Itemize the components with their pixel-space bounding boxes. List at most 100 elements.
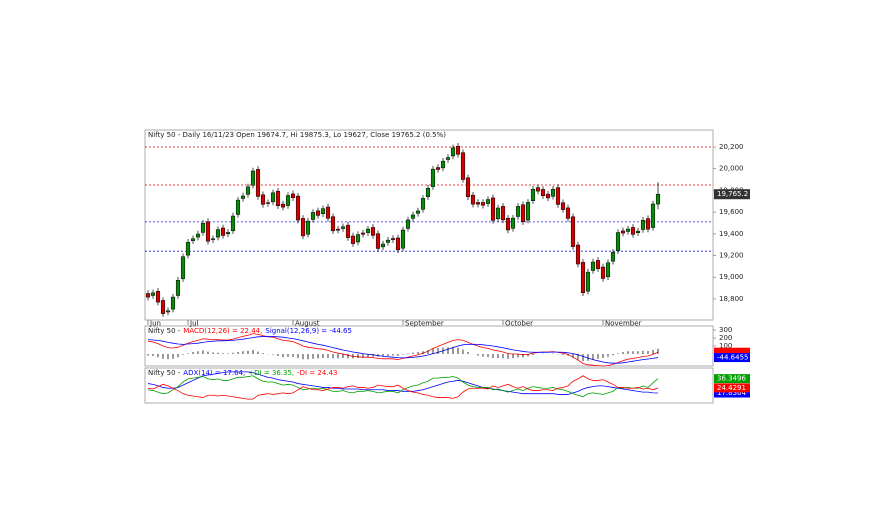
candle-body: [145, 293, 151, 298]
last-value-box: [714, 347, 750, 357]
last-price-box: [714, 189, 750, 200]
candle-body: [500, 206, 506, 221]
candle-body: [250, 170, 256, 186]
panel-title: Nifty 50 -: [148, 369, 181, 377]
y-tick-label: 19,600: [719, 208, 744, 216]
candle-body: [360, 232, 366, 235]
candle-body: [610, 252, 616, 262]
candle-body: [210, 238, 216, 240]
candle-body: [205, 221, 211, 242]
candle-body: [425, 188, 431, 197]
candle-body: [585, 271, 591, 292]
candle-body: [520, 204, 526, 222]
candle-body: [185, 242, 191, 256]
candle-body: [595, 260, 601, 269]
candle-body: [290, 193, 296, 198]
y-tick-label: 19,000: [719, 273, 744, 281]
candle-body: [230, 215, 236, 232]
y-tick-label: 19,400: [719, 230, 744, 238]
candle-body: [510, 217, 516, 229]
candle-body: [655, 193, 661, 205]
y-tick-label: 20,000: [719, 165, 744, 173]
candle-body: [535, 187, 541, 192]
candle-body: [445, 157, 451, 160]
candle-body: [410, 214, 416, 219]
y-tick-label: 200: [719, 334, 732, 342]
candle-body: [405, 219, 411, 229]
last-value-box: [714, 374, 750, 384]
candle-body: [545, 193, 551, 199]
y-tick-label: 100: [719, 342, 732, 350]
candle-body: [560, 202, 566, 210]
indicator-line: [147, 375, 659, 398]
candle-body: [590, 261, 596, 271]
candle-body: [300, 218, 306, 237]
candle-body: [345, 224, 351, 238]
candle-body: [540, 189, 546, 197]
legend-entry: Signal(12,26,9) = -44.65: [265, 327, 352, 335]
candle-body: [575, 244, 581, 265]
candle-body: [505, 217, 511, 231]
candle-body: [395, 237, 401, 251]
candle-body: [625, 228, 631, 232]
candle-body: [220, 227, 226, 236]
panel-title: Nifty 50 -: [148, 327, 181, 335]
candle-body: [400, 229, 406, 249]
candle-body: [635, 230, 641, 234]
candle-body: [555, 187, 561, 205]
candle-body: [475, 202, 481, 205]
candle-body: [480, 202, 486, 206]
x-tick-label: October: [505, 320, 533, 328]
candle-body: [630, 227, 636, 235]
candle-body: [330, 216, 336, 232]
candle-body: [430, 168, 436, 187]
candle-body: [305, 220, 311, 235]
candle-body: [255, 169, 261, 197]
candle-body: [470, 194, 476, 205]
candle-body: [285, 195, 291, 206]
candle-body: [315, 210, 321, 216]
candle-body: [440, 160, 446, 169]
candle-body: [265, 202, 271, 204]
candle-body: [280, 203, 286, 208]
last-price-label: 19,765.2: [717, 190, 748, 198]
candle-body: [245, 186, 251, 195]
candle-body: [530, 188, 536, 201]
candle-body: [385, 239, 391, 243]
candle-body: [180, 256, 186, 279]
x-tick-label: August: [295, 320, 320, 328]
candle-body: [200, 223, 206, 233]
candle-body: [415, 210, 421, 214]
candle-body: [460, 152, 466, 180]
candle-body: [325, 206, 331, 219]
candle-body: [465, 177, 471, 197]
candle-body: [620, 230, 626, 234]
candle-body: [190, 238, 196, 241]
candle-body: [435, 167, 441, 170]
candle-body: [235, 199, 241, 215]
last-value-label: 36.3496: [717, 375, 746, 383]
y-tick-label: 19,200: [719, 252, 744, 260]
candle-body: [515, 206, 521, 217]
candle-body: [380, 243, 386, 248]
chart-title: Nifty 50 - Daily 16/11/23 Open 19674.7, …: [148, 131, 446, 139]
candle-body: [195, 233, 201, 238]
candle-body: [645, 218, 651, 230]
candle-body: [570, 216, 576, 247]
candle-body: [240, 195, 246, 199]
candle-body: [525, 202, 531, 221]
candle-body: [605, 262, 611, 278]
candle-body: [370, 227, 376, 236]
legend-entry: -DI = 24.43: [297, 369, 337, 377]
indicator-line: [147, 375, 659, 400]
y-tick-label: 18,800: [719, 295, 744, 303]
adx-panel-frame: [144, 367, 714, 404]
candle-body: [495, 207, 501, 220]
candle-body: [580, 262, 586, 294]
candle-body: [565, 207, 571, 219]
y-tick-label: 20,200: [719, 143, 744, 151]
candle-body: [160, 300, 166, 314]
indicator-line: [147, 336, 659, 364]
last-value-box: [714, 388, 750, 398]
